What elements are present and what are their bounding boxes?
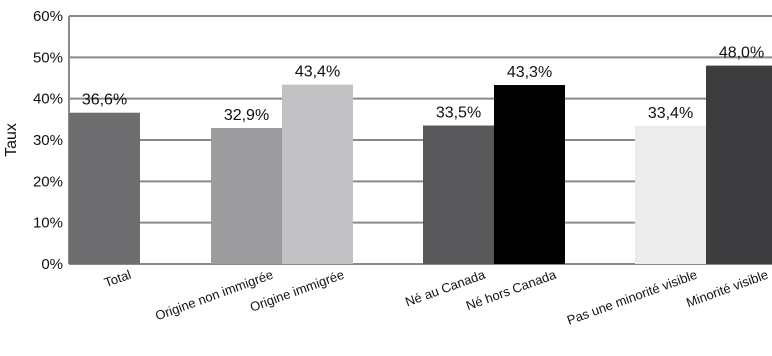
bar bbox=[282, 84, 353, 264]
bar bbox=[69, 112, 140, 264]
data-label: 48,0% bbox=[719, 45, 764, 62]
bar bbox=[706, 65, 772, 264]
data-label: 43,3% bbox=[507, 64, 552, 81]
gridlines bbox=[69, 15, 772, 265]
bar bbox=[494, 85, 565, 264]
bar bbox=[211, 128, 282, 264]
data-label: 43,4% bbox=[295, 64, 340, 81]
y-tick-label: 60% bbox=[33, 8, 63, 25]
category-label: Pas une minorité visible bbox=[565, 267, 699, 328]
bars bbox=[69, 65, 772, 265]
y-axis: 0% 10% 20% 30% 40% 50% 60% bbox=[33, 8, 70, 273]
category-label: Minorité visible bbox=[684, 267, 770, 311]
bar bbox=[423, 125, 494, 265]
bar bbox=[635, 125, 706, 265]
data-label: 36,6% bbox=[82, 92, 127, 109]
value-labels: 36,6% 32,9% 43,4% 33,5% 43,3% 33,4% 48,0% bbox=[82, 45, 764, 124]
y-tick-label: 40% bbox=[33, 91, 63, 108]
y-tick-label: 20% bbox=[33, 173, 63, 190]
category-label: Total bbox=[102, 267, 133, 291]
y-tick-label: 30% bbox=[33, 132, 63, 149]
data-label: 32,9% bbox=[224, 107, 269, 124]
data-label: 33,4% bbox=[648, 105, 693, 122]
data-label: 33,5% bbox=[436, 105, 481, 122]
y-axis-title: Taux bbox=[3, 123, 20, 157]
category-label: Origine non immigrée bbox=[153, 267, 275, 324]
y-tick-label: 50% bbox=[33, 49, 63, 66]
y-tick-label: 0% bbox=[41, 256, 63, 273]
y-tick-label: 10% bbox=[33, 215, 63, 232]
